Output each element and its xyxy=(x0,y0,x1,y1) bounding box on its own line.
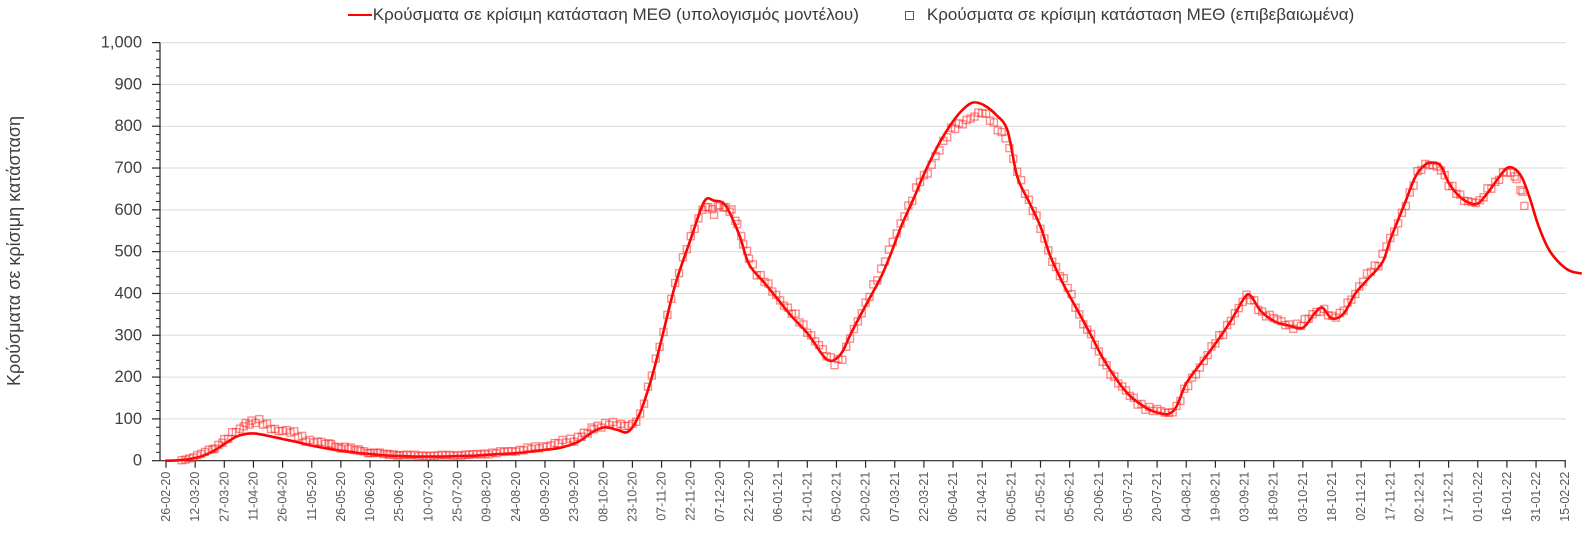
y-tick-label: 1,000 xyxy=(101,34,142,52)
x-tick-label: 06-05-21 xyxy=(1004,472,1018,522)
x-tick-label: 05-06-21 xyxy=(1063,472,1077,522)
x-tick-label: 25-06-20 xyxy=(392,472,406,522)
x-tick-label: 07-03-21 xyxy=(888,472,902,522)
x-tick-label: 15-02-22 xyxy=(1558,472,1572,522)
x-tick-label: 18-10-21 xyxy=(1325,472,1339,522)
x-tick-label: 11-05-20 xyxy=(305,472,319,521)
x-tick-label: 26-05-20 xyxy=(334,472,348,522)
x-tick-label: 10-06-20 xyxy=(363,472,377,522)
x-tick-label: 27-03-20 xyxy=(217,472,231,522)
x-tick-label: 20-07-21 xyxy=(1150,472,1164,522)
x-tick-label: 22-11-20 xyxy=(684,472,698,521)
x-tick-label: 26-04-20 xyxy=(276,472,290,522)
x-tick-label: 22-12-20 xyxy=(742,472,756,522)
gridlines xyxy=(160,42,1566,420)
x-tick-label: 05-02-21 xyxy=(829,472,843,522)
x-tick-label: 08-10-20 xyxy=(596,472,610,522)
confirmed-markers xyxy=(177,108,1529,465)
x-tick-label: 09-08-20 xyxy=(480,472,494,522)
x-tick-label: 10-07-20 xyxy=(421,472,435,522)
legend: Κρούσματα σε κρίσιμη κατάσταση ΜΕΘ (υπολ… xyxy=(0,5,1592,25)
x-tick-label: 16-01-22 xyxy=(1500,472,1514,522)
x-tick-label: 21-01-21 xyxy=(800,472,814,522)
legend-confirmed-label: Κρούσματα σε κρίσιμη κατάσταση ΜΕΘ (επιβ… xyxy=(926,5,1355,24)
x-tick-label: 03-10-21 xyxy=(1296,472,1310,522)
y-tick-label: 500 xyxy=(114,243,142,261)
y-tick-label: 800 xyxy=(114,117,142,135)
x-tick-label: 06-01-21 xyxy=(771,472,785,522)
y-tick-label: 0 xyxy=(133,452,142,470)
y-tick-label: 100 xyxy=(114,410,142,428)
red-line-sample-icon xyxy=(347,14,372,16)
x-tick-label: 31-01-22 xyxy=(1529,472,1543,522)
y-tick-label: 700 xyxy=(114,159,142,177)
x-tick-label: 12-03-20 xyxy=(188,472,202,522)
red-open-square-marker-icon xyxy=(904,10,914,20)
x-tick-label: 04-08-21 xyxy=(1179,472,1193,522)
x-tick-label: 02-11-21 xyxy=(1354,472,1368,521)
x-tick-label: 06-04-21 xyxy=(946,472,960,522)
x-tick-label: 23-10-20 xyxy=(625,472,639,522)
x-tick-label: 07-12-20 xyxy=(713,472,727,522)
x-tick-label: 24-08-20 xyxy=(509,472,523,522)
y-tick-labels: 0 100 200 300 400 500 600 700 800 900 1,000 xyxy=(101,34,160,470)
x-tick-label: 25-07-20 xyxy=(451,472,465,522)
y-tick-label: 300 xyxy=(114,326,142,344)
legend-item-confirmed: Κρούσματα σε κρίσιμη κατάσταση ΜΕΘ (επιβ… xyxy=(904,5,1355,25)
x-tick-label: 05-07-21 xyxy=(1121,472,1135,522)
x-tick-label: 17-11-21 xyxy=(1383,472,1397,521)
y-tick-label: 600 xyxy=(114,201,142,219)
x-tick-label: 22-03-21 xyxy=(917,472,931,522)
legend-model-label: Κρούσματα σε κρίσιμη κατάσταση ΜΕΘ (υπολ… xyxy=(372,5,859,24)
y-tick-label: 400 xyxy=(114,284,142,302)
x-tick-label: 20-06-21 xyxy=(1092,472,1106,522)
x-tick-labels: 26-02-20 12-03-20 27-03-20 11-04-20 26-04-20… xyxy=(159,460,1572,522)
x-tick-label: 01-01-22 xyxy=(1471,472,1485,522)
legend-item-model: Κρούσματα σε κρίσιμη κατάσταση ΜΕΘ (υπολ… xyxy=(347,5,859,25)
x-tick-label: 26-02-20 xyxy=(159,472,173,522)
x-tick-label: 21-04-21 xyxy=(975,472,989,522)
x-tick-label: 23-09-20 xyxy=(567,472,581,522)
x-tick-label: 19-08-21 xyxy=(1208,472,1222,522)
y-tick-label: 900 xyxy=(114,75,142,93)
x-tick-label: 20-02-21 xyxy=(859,472,873,522)
x-tick-label: 03-09-21 xyxy=(1238,472,1252,522)
x-tick-label: 07-11-20 xyxy=(655,472,669,521)
y-tick-label: 200 xyxy=(114,368,142,386)
x-tick-label: 21-05-21 xyxy=(1034,472,1048,522)
x-tick-label: 02-12-21 xyxy=(1412,472,1426,522)
x-tick-label: 11-04-20 xyxy=(246,472,260,521)
x-tick-label: 08-09-20 xyxy=(538,472,552,522)
x-tick-label: 18-09-21 xyxy=(1267,472,1281,522)
x-tick-label: 17-12-21 xyxy=(1442,472,1456,522)
